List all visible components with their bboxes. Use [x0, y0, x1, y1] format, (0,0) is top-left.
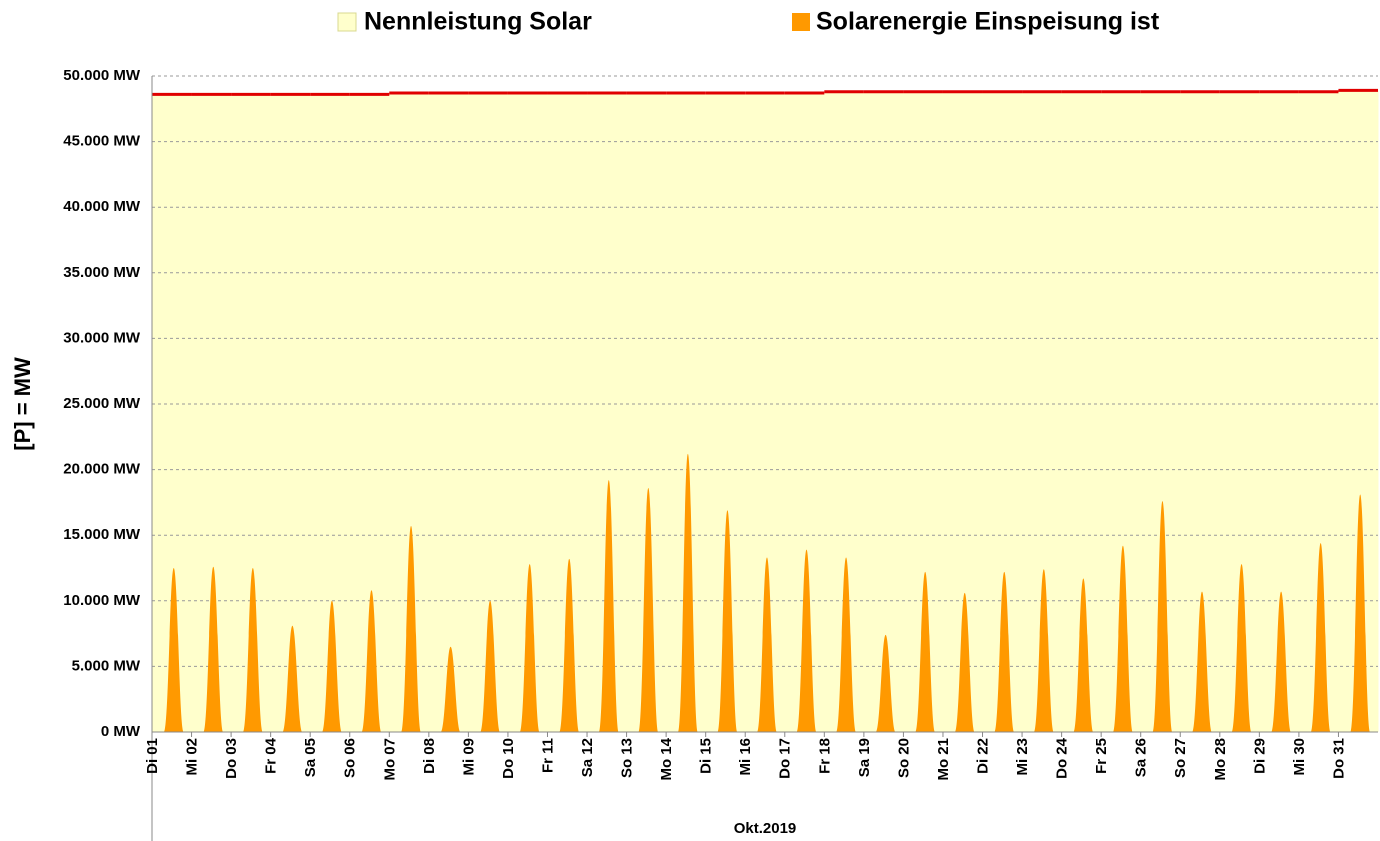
feed-in-peak — [361, 590, 382, 732]
feed-in-peak — [401, 526, 421, 732]
x-tick-label: Do 10 — [500, 738, 517, 779]
x-tick-label: Mi 30 — [1291, 738, 1308, 776]
feed-in-peak — [1192, 591, 1212, 732]
x-tick-label: So 20 — [895, 738, 912, 778]
y-tick-label: 25.000 MW — [63, 395, 141, 412]
feed-in-peak — [1113, 545, 1133, 732]
x-tick-label: Sa 19 — [856, 738, 873, 777]
feed-in-peak — [717, 510, 738, 732]
y-tick-label: 40.000 MW — [63, 198, 141, 215]
y-tick-label: 50.000 MW — [63, 67, 141, 84]
feed-in-peak — [1350, 494, 1371, 732]
feed-in-peak — [915, 571, 936, 732]
feed-in-peak — [796, 549, 817, 732]
feed-in-peak — [1152, 501, 1173, 732]
x-tick-label: Do 31 — [1330, 738, 1347, 779]
x-tick-label: So 27 — [1172, 738, 1189, 778]
x-tick-label: Di 15 — [698, 738, 715, 774]
x-tick-label: Mi 09 — [460, 738, 477, 776]
x-tick-label: Fr 04 — [263, 737, 280, 774]
feed-in-peak — [242, 568, 263, 732]
y-tick-label: 15.000 MW — [63, 526, 141, 543]
feed-in-peak — [638, 487, 659, 732]
x-tick-label: Di 22 — [974, 738, 991, 774]
capacity-area — [270, 94, 311, 733]
x-tick-label: Mo 28 — [1212, 738, 1229, 781]
y-tick-label: 30.000 MW — [63, 329, 141, 346]
y-tick-label: 5.000 MW — [72, 657, 141, 674]
feed-in-peak — [480, 600, 501, 732]
feed-in-peak — [677, 453, 698, 732]
feed-in-peak — [1033, 569, 1054, 732]
feed-in-peak — [1073, 578, 1094, 732]
x-tick-label: Fr 25 — [1093, 738, 1110, 774]
feed-in-peak — [1310, 543, 1331, 732]
feed-in-peak — [282, 625, 303, 732]
y-tick-label: 10.000 MW — [63, 592, 141, 609]
feed-in-peak — [1271, 591, 1291, 732]
legend-label: Nennleistung Solar — [364, 8, 592, 36]
feed-in-peak — [954, 592, 975, 732]
legend-swatch — [337, 12, 357, 32]
x-tick-label: So 06 — [342, 738, 359, 778]
capacity-area — [863, 91, 904, 732]
feed-in-peak — [757, 557, 777, 732]
x-tick-label: Di 08 — [421, 738, 438, 774]
feed-in-peak — [994, 571, 1015, 732]
feed-in-peak — [598, 480, 619, 732]
feed-in-peak — [203, 566, 224, 732]
feed-in-peak — [559, 558, 580, 732]
x-tick-label: Fr 11 — [539, 738, 556, 773]
x-tick-label: Sa 12 — [579, 738, 596, 777]
x-tick-label: Do 03 — [223, 738, 240, 779]
feed-in-peak — [1231, 564, 1252, 732]
legend-label: Solarenergie Einspeisung ist — [816, 8, 1160, 36]
legend-swatch — [792, 13, 810, 31]
x-tick-label: Do 17 — [777, 738, 794, 779]
x-tick-label: So 13 — [619, 738, 636, 778]
x-tick-label: Di 29 — [1251, 738, 1268, 774]
y-tick-label: 35.000 MW — [63, 264, 141, 281]
x-tick-label: Do 24 — [1054, 737, 1071, 779]
x-tick-label: Fr 18 — [816, 738, 833, 774]
feed-in-peak — [440, 646, 461, 732]
y-tick-label: 0 MW — [101, 723, 141, 740]
feed-in-peak — [163, 568, 184, 732]
x-tick-label: Mo 07 — [381, 738, 398, 781]
feed-in-peak — [836, 557, 856, 732]
x-tick-label: Mo 14 — [658, 737, 675, 780]
plot-area — [152, 75, 1379, 733]
x-tick-label: Mi 02 — [184, 738, 201, 776]
x-tick-label: Mo 21 — [935, 738, 952, 781]
x-tick-label: Di 01 — [144, 738, 161, 774]
x-tick-label: Mi 23 — [1014, 738, 1031, 776]
x-tick-label: Mi 16 — [737, 738, 754, 776]
y-axis-title: [P] = MW — [10, 357, 35, 451]
feed-in-peak — [519, 564, 540, 732]
x-axis-title: Okt.2019 — [734, 820, 797, 837]
x-tick-label: Sa 05 — [302, 738, 319, 777]
feed-in-peak — [875, 634, 896, 732]
feed-in-peak — [322, 600, 342, 732]
capacity-area — [428, 93, 469, 732]
y-tick-label: 45.000 MW — [63, 133, 141, 150]
y-tick-label: 20.000 MW — [63, 461, 141, 478]
x-tick-label: Sa 26 — [1133, 738, 1150, 777]
